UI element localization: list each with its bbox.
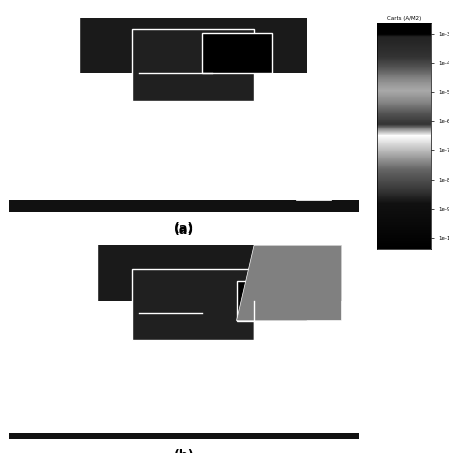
Bar [9,200,359,212]
Bar [132,29,254,101]
Title: Carts (A/M2): Carts (A/M2) [387,16,421,21]
Bar [79,18,307,73]
Text: (a): (a) [174,222,194,235]
Bar [296,188,331,200]
Text: (b): (b) [174,449,194,453]
Bar [132,269,254,340]
Text: (a): (a) [174,223,194,236]
Polygon shape [237,246,342,321]
Polygon shape [9,392,26,439]
Bar [9,434,359,439]
Bar [237,281,307,321]
Bar [202,34,272,73]
Bar [97,246,342,301]
Polygon shape [9,105,352,200]
PathPatch shape [97,348,352,404]
